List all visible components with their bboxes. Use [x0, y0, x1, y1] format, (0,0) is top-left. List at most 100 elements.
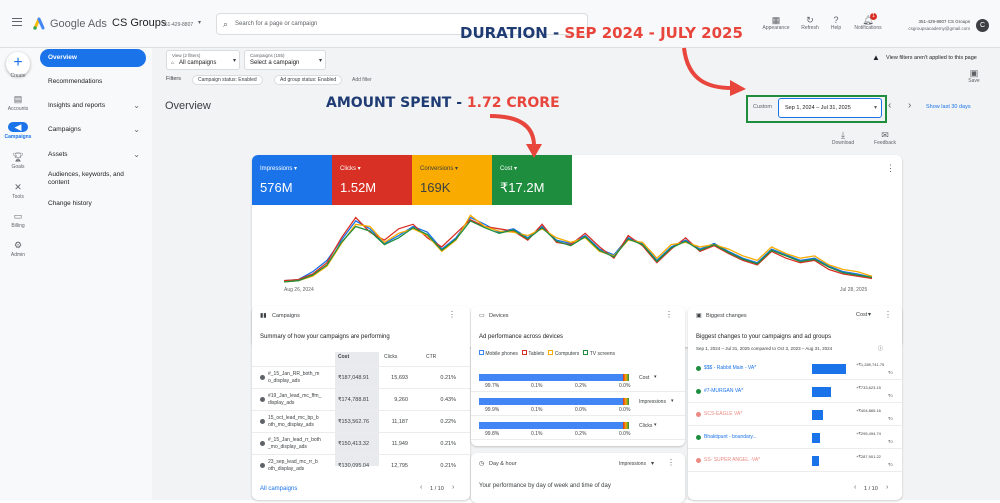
campaign-name[interactable]: #19_Jan_lead_mc_ffm_ display_ads: [268, 393, 322, 406]
rail-goals-label: Goals: [11, 164, 25, 170]
campaign-name[interactable]: #_15_Jan_lead_rr_both _mo_display_ads: [268, 437, 321, 450]
rail-create[interactable]: Create: [2, 73, 34, 79]
show-last-30-link[interactable]: Show last 30 days: [926, 104, 971, 110]
campaign-name[interactable]: #_15_Jan_RR_both_m o_display_ads: [268, 371, 320, 384]
change-row[interactable]: $$$ - Rabbit Main - VA* +₹1,289,741.75 ₹0: [688, 358, 902, 380]
date-range-picker[interactable]: Sep 1, 2024 – Jul 31, 2025 ▾: [778, 98, 882, 118]
sidebar-item-audiences[interactable]: Audiences, keywords, and content: [40, 169, 138, 191]
sidebar-item-campaigns[interactable]: Campaigns ⌄: [40, 121, 146, 139]
change-name[interactable]: $$$ - Rabbit Main - VA*: [704, 365, 757, 371]
device-bar-mobile[interactable]: [479, 422, 623, 429]
device-metric-dropdown[interactable]: Clicks: [639, 423, 653, 429]
table-row[interactable]: #_15_Jan_lead_rr_both _mo_display_ads ₹15…: [252, 432, 470, 454]
prev-period-icon[interactable]: ‹: [888, 100, 892, 111]
day-hour-dropdown[interactable]: Impressions: [619, 461, 646, 467]
create-button[interactable]: +: [6, 52, 30, 76]
table-row[interactable]: #_15_Jan_RR_both_m o_display_ads ₹187,048…: [252, 366, 470, 388]
rail-billing[interactable]: ▭ Billing: [2, 211, 34, 229]
campaign-status-chip[interactable]: Campaign status: Enabled: [192, 75, 263, 85]
changes-icon: ▣: [696, 313, 702, 319]
sidebar-item-recommendations[interactable]: Recommendations: [40, 73, 146, 91]
sidebar-item-change-history[interactable]: Change history: [40, 195, 146, 213]
avatar[interactable]: C: [976, 19, 989, 32]
computer-pct: 0.0%: [575, 407, 587, 413]
save-button[interactable]: ▣ Save: [962, 68, 986, 84]
user-account-id: 351-429-8807 CS Groups: [918, 19, 970, 24]
more-options-icon[interactable]: ⋮: [665, 310, 673, 319]
help-button[interactable]: ? Help: [826, 15, 846, 31]
save-label: Save: [968, 78, 980, 84]
chevron-down-icon: ▾: [654, 422, 657, 428]
next-page-icon[interactable]: ›: [452, 484, 455, 491]
legend-tv: TV screens: [589, 351, 616, 357]
campaign-selector[interactable]: Campaigns (155) Select a campaign ▾: [244, 50, 326, 70]
metric-conversions[interactable]: Conversions ▾ 169K: [412, 155, 492, 205]
legend-tv-swatch: [583, 350, 589, 355]
metric-clicks[interactable]: Clicks ▾ 1.52M: [332, 155, 412, 205]
download-button[interactable]: ⤓ Download: [828, 130, 858, 146]
sidebar-item-overview[interactable]: Overview: [40, 49, 146, 67]
change-row[interactable]: SS- SUPER ANGEL -VA* +₹287,901.22 ₹0: [688, 450, 902, 472]
campaign-name[interactable]: 23_sep_lead_mc_rr_b oth_display_ads: [268, 459, 318, 472]
change-name[interactable]: Bhaktipunt - boundary...: [704, 434, 757, 440]
rail-goals[interactable]: 🏆︎ Goals: [2, 152, 34, 170]
sidebar-item-insights[interactable]: Insights and reports ⌄: [40, 97, 146, 115]
day-hour-card: ◷ Day & hour Impressions ▾ ⋮ Your perfor…: [471, 453, 685, 503]
notifications-button[interactable]: 🔔︎ Notifications: [850, 15, 886, 31]
menu-icon[interactable]: [12, 18, 22, 26]
google-ads-logo[interactable]: [32, 16, 46, 30]
appearance-button[interactable]: ▦ Appearance: [760, 15, 792, 31]
device-bar-mobile[interactable]: [479, 374, 623, 381]
table-row[interactable]: #19_Jan_lead_mc_ffm_ display_ads ₹174,788…: [252, 388, 470, 410]
series-line-cost: [283, 220, 873, 283]
add-filter-link[interactable]: Add filter: [352, 77, 372, 83]
campaign-name[interactable]: 15_oct_lead_mc_bp_b oth_mo_display_ads: [268, 415, 319, 428]
rail-admin[interactable]: ⚙ Admin: [2, 240, 34, 258]
more-options-icon[interactable]: ⋮: [884, 310, 892, 319]
device-row: Cost ▾ 99.7% 0.1% 0.2% 0.0%: [471, 370, 685, 392]
table-row[interactable]: 15_oct_lead_mc_bp_b oth_mo_display_ads ₹1…: [252, 410, 470, 432]
change-row[interactable]: Bhaktipunt - boundary... +₹295,494.74 ₹0: [688, 427, 902, 449]
legend-mobile-swatch: [479, 350, 484, 355]
devices-card-title: Devices: [489, 313, 509, 319]
account-name[interactable]: CS Groups: [112, 17, 167, 29]
device-bar-other: [623, 422, 629, 429]
metric-cost[interactable]: Cost ▾ ₹17.2M: [492, 155, 572, 205]
search-bar[interactable]: ⌕ Search for a page or campaign: [216, 13, 588, 35]
change-row[interactable]: SCS-EAGLE VA* +₹404,865.16 ₹0: [688, 404, 902, 426]
change-name[interactable]: SCS-EAGLE VA*: [704, 411, 743, 417]
sidebar-item-assets[interactable]: Assets ⌄: [40, 146, 146, 164]
account-chevron-icon[interactable]: ▾: [198, 20, 202, 26]
next-page-icon[interactable]: ›: [886, 484, 889, 491]
change-row[interactable]: #7-MURGAN VA* +₹733,623.15 ₹0: [688, 381, 902, 403]
status-dot: [260, 397, 265, 402]
tablet-pct: 0.1%: [531, 383, 543, 389]
legend-computers: Computers: [554, 351, 580, 357]
refresh-button[interactable]: ↻ Refresh: [798, 15, 822, 31]
table-row[interactable]: 23_sep_lead_mc_rr_b oth_display_ads ₹130,…: [252, 454, 470, 476]
changes-subtitle: Biggest changes to your campaigns and ad…: [696, 334, 832, 340]
filters-label: Filters: [166, 76, 181, 82]
device-metric-dropdown[interactable]: Impressions: [639, 399, 666, 405]
next-period-icon[interactable]: ›: [908, 100, 912, 111]
changes-dropdown[interactable]: Cost: [856, 312, 868, 318]
view-selector[interactable]: View (2 filters) All campaigns ⌂ ▾: [166, 50, 240, 70]
change-sub: ₹0: [888, 439, 893, 444]
more-options-icon[interactable]: ⋮: [886, 163, 895, 173]
more-options-icon[interactable]: ⋮: [448, 310, 456, 319]
device-bar-mobile[interactable]: [479, 398, 623, 405]
rail-accounts[interactable]: ▤ Accounts: [2, 94, 34, 112]
more-options-icon[interactable]: ⋮: [667, 458, 675, 467]
adgroup-status-chip[interactable]: Ad group status: Enabled: [274, 75, 343, 85]
feedback-button[interactable]: ✉ Feedback: [870, 130, 900, 146]
rail-campaigns[interactable]: ◀︎ Campaigns: [2, 122, 34, 140]
prev-page-icon[interactable]: ‹: [854, 484, 857, 491]
metric-impressions[interactable]: Impressions ▾ 576M: [252, 155, 332, 205]
rail-tools[interactable]: ✕ Tools: [2, 182, 34, 200]
prev-page-icon[interactable]: ‹: [420, 484, 423, 491]
view-value: All campaigns: [179, 60, 217, 66]
device-metric-dropdown[interactable]: Cost: [639, 375, 650, 381]
all-campaigns-link[interactable]: All campaigns: [260, 486, 298, 492]
change-name[interactable]: SS- SUPER ANGEL -VA*: [704, 457, 761, 463]
change-name[interactable]: #7-MURGAN VA*: [704, 388, 744, 394]
